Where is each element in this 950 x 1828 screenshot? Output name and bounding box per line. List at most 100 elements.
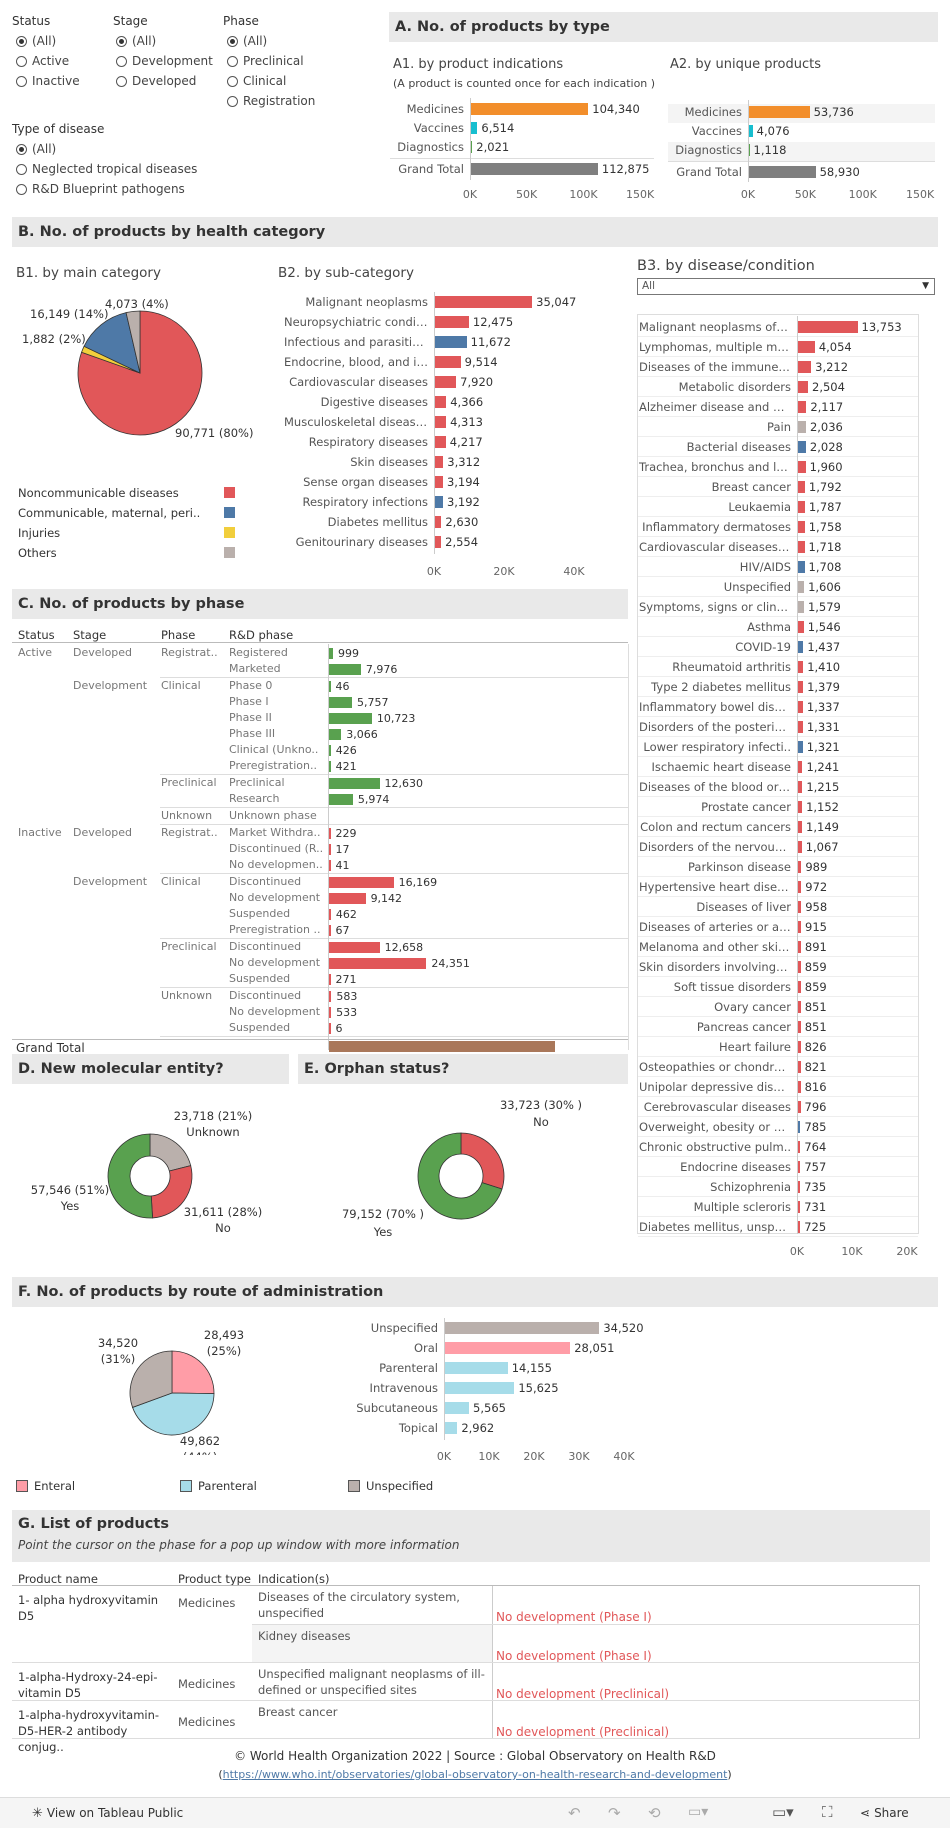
radio-dot[interactable] xyxy=(227,56,238,67)
c-phase-bar[interactable] xyxy=(329,761,331,772)
c-phase-bar[interactable] xyxy=(329,828,331,839)
bar[interactable] xyxy=(797,501,805,513)
bar[interactable] xyxy=(797,341,815,353)
share-button[interactable]: ⋖ Share xyxy=(860,1806,909,1820)
bar[interactable] xyxy=(797,681,804,693)
radio-dot[interactable] xyxy=(16,76,27,87)
c-phase-bar[interactable] xyxy=(329,844,331,855)
c-phase-bar[interactable] xyxy=(329,909,331,920)
c-phase-bar[interactable] xyxy=(329,729,342,740)
c-phase-bar[interactable] xyxy=(329,893,366,904)
bar[interactable] xyxy=(797,901,802,913)
radio-dot[interactable] xyxy=(227,36,238,47)
radio-status-all[interactable]: (All) xyxy=(16,34,56,48)
bar[interactable] xyxy=(434,476,443,488)
bar[interactable] xyxy=(434,416,447,428)
radio-dot[interactable] xyxy=(16,184,27,195)
radio-phase-clinical[interactable]: Clinical xyxy=(227,74,286,88)
bar[interactable] xyxy=(434,396,447,408)
bar[interactable] xyxy=(797,1061,801,1073)
c-grand-total-bar[interactable] xyxy=(329,1041,555,1052)
view-on-tableau-button[interactable]: ✳ View on Tableau Public xyxy=(32,1806,184,1821)
bar[interactable] xyxy=(434,436,446,448)
bar[interactable] xyxy=(470,163,598,175)
g-phase-status[interactable]: No development (Preclinical) xyxy=(496,1687,670,1701)
bar[interactable] xyxy=(444,1422,458,1434)
bar[interactable] xyxy=(797,1121,801,1133)
bar[interactable] xyxy=(797,781,803,793)
bar[interactable] xyxy=(797,821,803,833)
bar[interactable] xyxy=(797,461,806,473)
f-legend-swatch[interactable] xyxy=(16,1480,28,1492)
radio-dot[interactable] xyxy=(16,164,27,175)
bar[interactable] xyxy=(797,1101,801,1113)
bar[interactable] xyxy=(470,122,478,134)
bar[interactable] xyxy=(444,1382,515,1394)
radio-phase-preclinical[interactable]: Preclinical xyxy=(227,54,304,68)
bar[interactable] xyxy=(797,861,802,873)
bar[interactable] xyxy=(797,581,805,593)
pie-slice[interactable] xyxy=(149,1133,192,1172)
g-phase-status[interactable]: No development (Phase I) xyxy=(496,1649,652,1663)
bar[interactable] xyxy=(797,841,802,853)
pie-slice[interactable] xyxy=(129,1350,173,1408)
bar[interactable] xyxy=(797,421,806,433)
b1-legend-swatch[interactable] xyxy=(224,507,235,518)
c-phase-bar[interactable] xyxy=(329,1007,332,1018)
bar[interactable] xyxy=(434,536,442,548)
bar[interactable] xyxy=(797,541,805,553)
bar[interactable] xyxy=(444,1322,600,1334)
bar[interactable] xyxy=(434,516,442,528)
b1-legend-swatch[interactable] xyxy=(224,527,235,538)
bar[interactable] xyxy=(434,496,443,508)
bar[interactable] xyxy=(470,141,473,153)
pie-slice[interactable] xyxy=(460,1132,505,1190)
radio-stage-developed[interactable]: Developed xyxy=(116,74,196,88)
bar[interactable] xyxy=(797,1141,801,1153)
radio-dot[interactable] xyxy=(16,36,27,47)
bar[interactable] xyxy=(748,166,816,178)
radio-status-active[interactable]: Active xyxy=(16,54,69,68)
c-phase-bar[interactable] xyxy=(329,713,372,724)
bar[interactable] xyxy=(797,941,801,953)
bar[interactable] xyxy=(797,721,803,733)
bar[interactable] xyxy=(470,103,589,115)
bar[interactable] xyxy=(434,376,457,388)
bar[interactable] xyxy=(797,321,858,333)
bar[interactable] xyxy=(797,761,803,773)
c-phase-bar[interactable] xyxy=(329,745,331,756)
bar[interactable] xyxy=(797,981,801,993)
bar[interactable] xyxy=(797,521,805,533)
c-phase-bar[interactable] xyxy=(329,877,394,888)
c-phase-bar[interactable] xyxy=(329,958,427,969)
bar[interactable] xyxy=(797,401,807,413)
bar[interactable] xyxy=(797,1161,801,1173)
bar[interactable] xyxy=(797,661,804,673)
bar[interactable] xyxy=(434,296,533,308)
radio-dot[interactable] xyxy=(16,56,27,67)
bar[interactable] xyxy=(797,1181,801,1193)
redo-icon[interactable]: ↷ xyxy=(608,1804,621,1822)
bar[interactable] xyxy=(434,356,461,368)
radio-dot[interactable] xyxy=(227,96,238,107)
c-phase-bar[interactable] xyxy=(329,697,353,708)
b3-disease-dropdown[interactable]: All ▼ xyxy=(637,278,935,295)
radio-disease-blueprint[interactable]: R&D Blueprint pathogens xyxy=(16,182,185,196)
bar[interactable] xyxy=(797,1201,801,1213)
c-phase-bar[interactable] xyxy=(329,974,331,985)
radio-dot[interactable] xyxy=(116,36,127,47)
c-phase-bar[interactable] xyxy=(329,991,332,1002)
pie-slice[interactable] xyxy=(125,310,141,374)
bar[interactable] xyxy=(797,881,802,893)
bar[interactable] xyxy=(434,336,467,348)
radio-dot[interactable] xyxy=(16,144,27,155)
bar[interactable] xyxy=(797,621,804,633)
bar[interactable] xyxy=(434,316,469,328)
bar[interactable] xyxy=(797,441,806,453)
radio-phase-all[interactable]: (All) xyxy=(227,34,267,48)
radio-stage-all[interactable]: (All) xyxy=(116,34,156,48)
f-legend-swatch[interactable] xyxy=(348,1480,360,1492)
radio-disease-ntd[interactable]: Neglected tropical diseases xyxy=(16,162,197,176)
b1-legend-swatch[interactable] xyxy=(224,487,235,498)
bar[interactable] xyxy=(797,641,804,653)
